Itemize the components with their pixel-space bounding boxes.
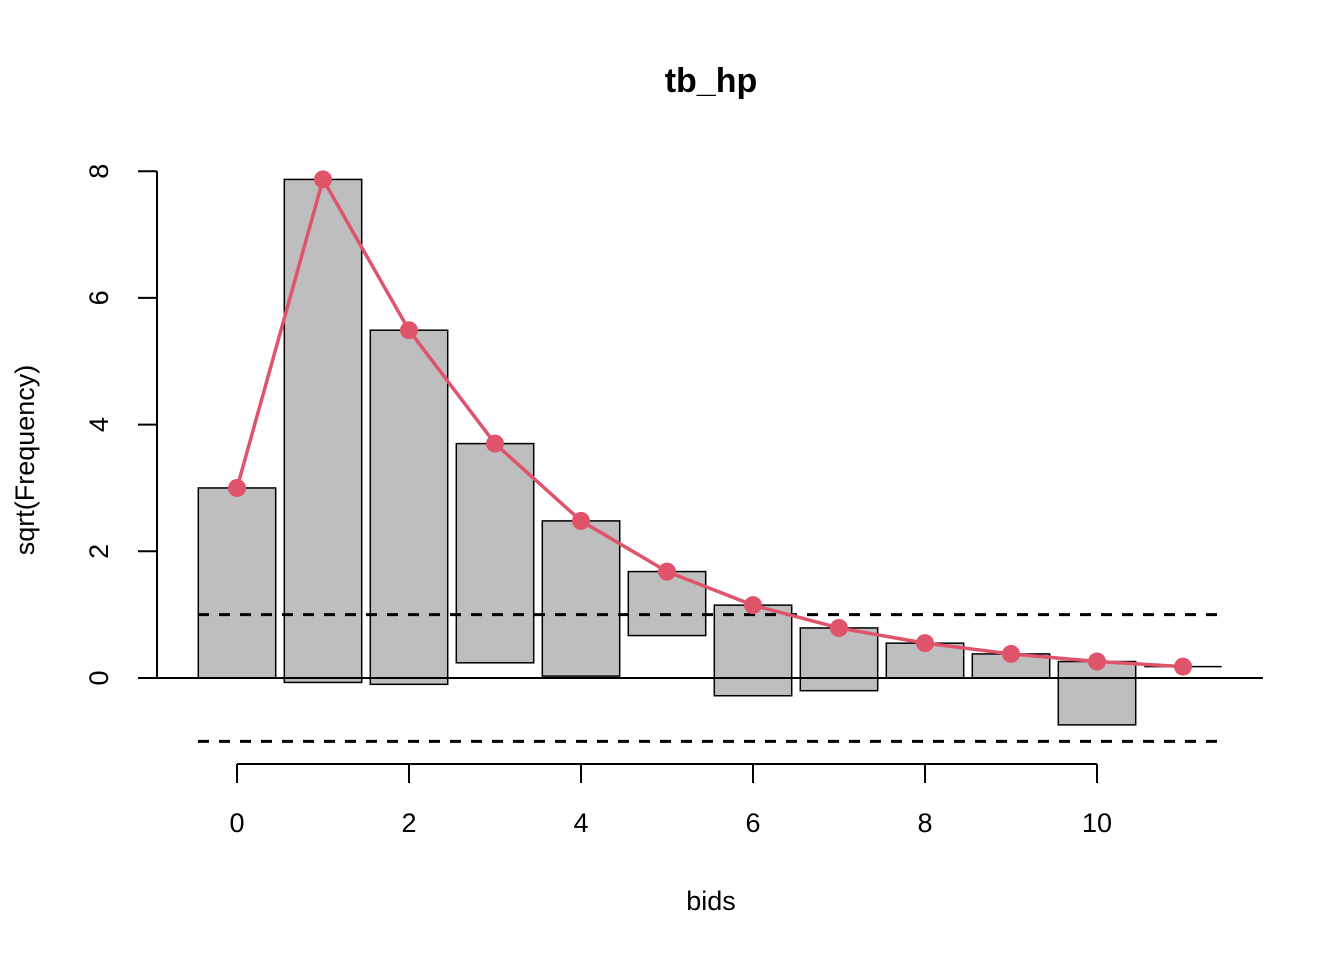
y-tick-label-0: 0 xyxy=(84,670,114,685)
fitted-curve-group xyxy=(228,170,1192,676)
bar-6 xyxy=(713,604,793,697)
fitted-point-8 xyxy=(916,634,934,653)
x-axis-label: bids xyxy=(686,886,736,916)
fitted-point-7 xyxy=(830,618,848,637)
bars-group xyxy=(197,178,1222,726)
bar-0 xyxy=(197,487,277,679)
y-tick-label-8: 8 xyxy=(84,164,114,179)
x-tick-label-6: 6 xyxy=(745,808,760,838)
bar-3 xyxy=(455,442,535,664)
fitted-point-5 xyxy=(658,562,676,581)
y-axis: 0 2 4 6 8 xyxy=(84,164,158,686)
y-tick-label-6: 6 xyxy=(84,290,114,305)
fitted-point-4 xyxy=(572,511,590,530)
fitted-point-9 xyxy=(1002,644,1020,663)
x-tick-label-2: 2 xyxy=(401,808,416,838)
reference-lines-group xyxy=(157,613,1263,743)
bar-2 xyxy=(369,329,449,686)
y-tick-label-2: 2 xyxy=(84,544,114,559)
x-tick-label-10: 10 xyxy=(1082,808,1112,838)
x-tick-label-8: 8 xyxy=(917,808,932,838)
fitted-point-0 xyxy=(228,478,246,497)
fitted-point-2 xyxy=(400,321,418,340)
bar-1 xyxy=(283,178,363,684)
y-axis-label: sqrt(Frequency) xyxy=(10,365,40,556)
fitted-point-3 xyxy=(486,434,504,453)
fitted-line xyxy=(235,174,1184,669)
bar-7 xyxy=(799,627,879,692)
x-axis: 0 2 4 6 8 10 xyxy=(229,763,1112,838)
chart-title: tb_hp xyxy=(665,62,758,100)
bar-10 xyxy=(1057,660,1137,726)
fitted-point-11 xyxy=(1174,657,1192,676)
bar-4 xyxy=(541,520,621,677)
y-tick-label-4: 4 xyxy=(84,417,114,432)
fitted-point-6 xyxy=(744,596,762,615)
fitted-point-1 xyxy=(314,170,332,189)
fitted-point-10 xyxy=(1088,652,1106,671)
x-tick-label-4: 4 xyxy=(573,808,588,838)
x-tick-label-0: 0 xyxy=(229,808,244,838)
